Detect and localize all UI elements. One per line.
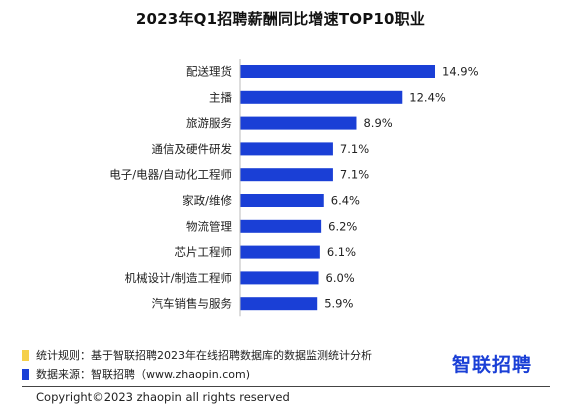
- bar: [240, 65, 435, 78]
- category-label: 配送理货: [186, 65, 232, 79]
- value-label: 6.2%: [328, 219, 357, 233]
- bar: [240, 116, 357, 130]
- category-label: 家政/维修: [182, 194, 232, 208]
- bar: [240, 90, 403, 104]
- bar-chart: 配送理货 14.9% 主播 12.4% 旅游服务 8.9% 通信及硬件研发 7.1% 电子/电器…: [109, 59, 479, 317]
- bar: [240, 219, 322, 233]
- category-label: 通信及硬件研发: [152, 142, 233, 156]
- value-label: 7.1%: [340, 142, 369, 156]
- footer-divider: [22, 386, 550, 387]
- value-label: 12.4%: [409, 90, 446, 104]
- category-label: 芯片工程师: [175, 245, 233, 259]
- value-label: 5.9%: [324, 297, 353, 311]
- copyright-text: Copyright©2023 zhaopin all rights reserv…: [36, 390, 290, 404]
- category-label: 物流管理: [186, 219, 232, 233]
- zhaopin-logo: 智联招聘: [452, 354, 533, 376]
- value-label: 6.4%: [331, 194, 360, 208]
- value-label: 14.9%: [442, 65, 479, 79]
- value-label: 6.0%: [326, 271, 355, 285]
- category-label: 旅游服务: [186, 116, 232, 130]
- value-label: 6.1%: [327, 245, 356, 259]
- blue-legend-swatch: [22, 368, 29, 380]
- bar: [240, 194, 324, 207]
- category-label: 汽车销售与服务: [152, 297, 233, 311]
- data-source-note: 数据来源：智联招聘（www.zhaopin.com): [22, 366, 250, 382]
- bar: [240, 168, 333, 182]
- value-label: 8.9%: [363, 116, 392, 130]
- bar: [240, 297, 318, 311]
- bar: [240, 142, 333, 156]
- footer: 统计规则：基于智联招聘2023年在线招聘数据库的数据监测统计分析 数据来源：智联…: [0, 338, 561, 411]
- statistics-rule-text: 统计规则：基于智联招聘2023年在线招聘数据库的数据监测统计分析: [36, 349, 372, 362]
- statistics-rule-note: 统计规则：基于智联招聘2023年在线招聘数据库的数据监测统计分析: [22, 347, 372, 363]
- value-label: 7.1%: [340, 168, 369, 182]
- chart-title: 2023年Q1招聘薪酬同比增速TOP10职业: [135, 10, 426, 28]
- category-label: 机械设计/制造工程师: [125, 271, 232, 285]
- yellow-legend-swatch: [22, 349, 29, 361]
- bar: [240, 245, 320, 259]
- data-source-text: 数据来源：智联招聘（www.zhaopin.com): [36, 368, 250, 381]
- category-label: 主播: [209, 90, 232, 104]
- category-label: 电子/电器/自动化工程师: [109, 168, 232, 182]
- bar: [240, 271, 319, 285]
